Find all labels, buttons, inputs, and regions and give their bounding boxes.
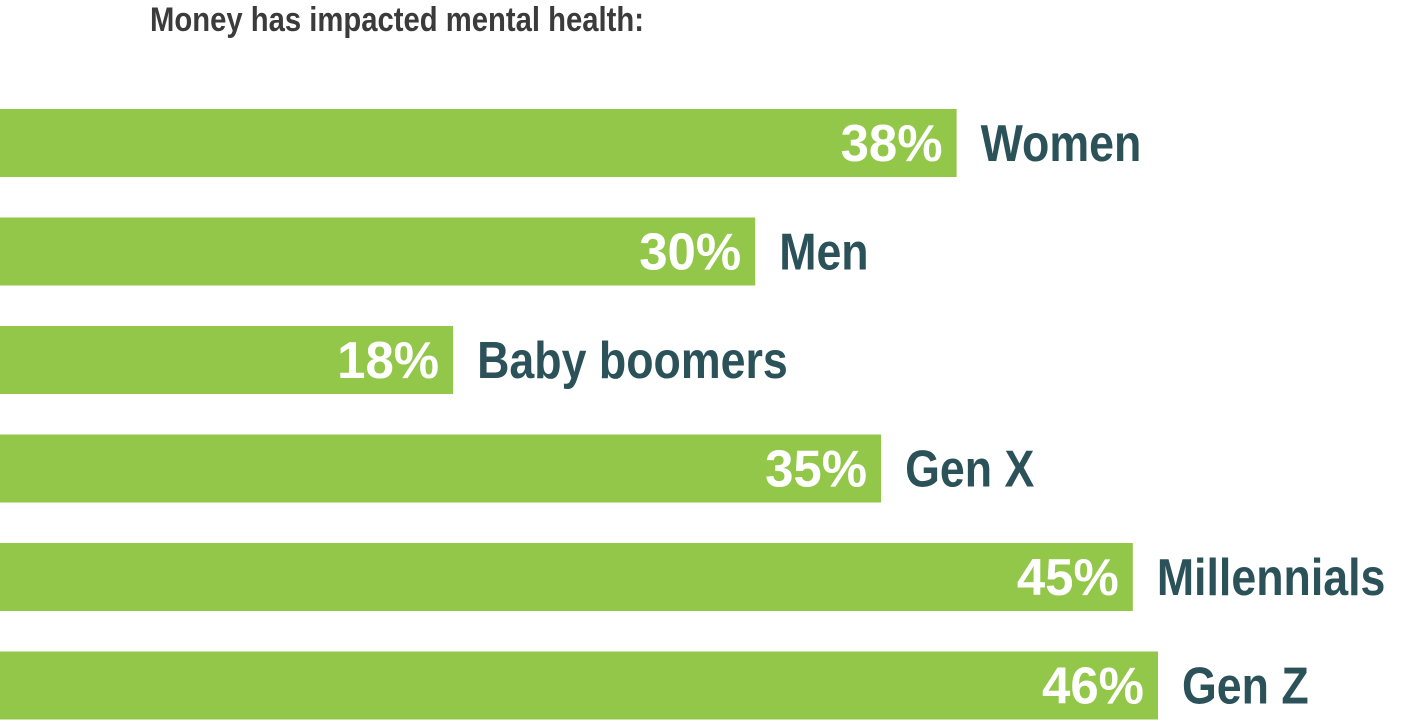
- value-label-millennials: 45%: [1017, 549, 1119, 607]
- bar-group-women: 38% Women: [0, 109, 1141, 177]
- value-label-women: 38%: [841, 115, 943, 173]
- bar-group-baby-boomers: 18% Baby boomers: [0, 326, 788, 394]
- value-label-men: 30%: [639, 224, 741, 282]
- bar-men: [0, 217, 756, 286]
- value-label-gen-z: 46%: [1042, 658, 1144, 716]
- bar-group-gen-x: 35% Gen X: [0, 434, 1035, 503]
- category-label-millennials: Millennials: [1157, 549, 1386, 607]
- bar-group-millennials: 45% Millennials: [0, 543, 1385, 611]
- category-label-men: Men: [779, 224, 868, 282]
- bar-group-gen-z: 46% Gen Z: [0, 651, 1309, 720]
- category-label-women: Women: [981, 115, 1142, 173]
- bar-gen-z: [0, 651, 1158, 720]
- bar-women: [0, 109, 957, 177]
- value-label-gen-x: 35%: [765, 441, 867, 499]
- value-label-baby-boomers: 18%: [337, 332, 439, 390]
- category-label-baby-boomers: Baby boomers: [477, 332, 788, 390]
- bar-millennials: [0, 543, 1133, 611]
- bar-baby-boomers: [0, 326, 454, 394]
- category-label-gen-z: Gen Z: [1182, 658, 1309, 716]
- bar-gen-x: [0, 434, 882, 503]
- chart-title: Money has impacted mental health:: [150, 1, 644, 39]
- category-label-gen-x: Gen X: [905, 441, 1034, 499]
- bar-group-men: 30% Men: [0, 217, 869, 286]
